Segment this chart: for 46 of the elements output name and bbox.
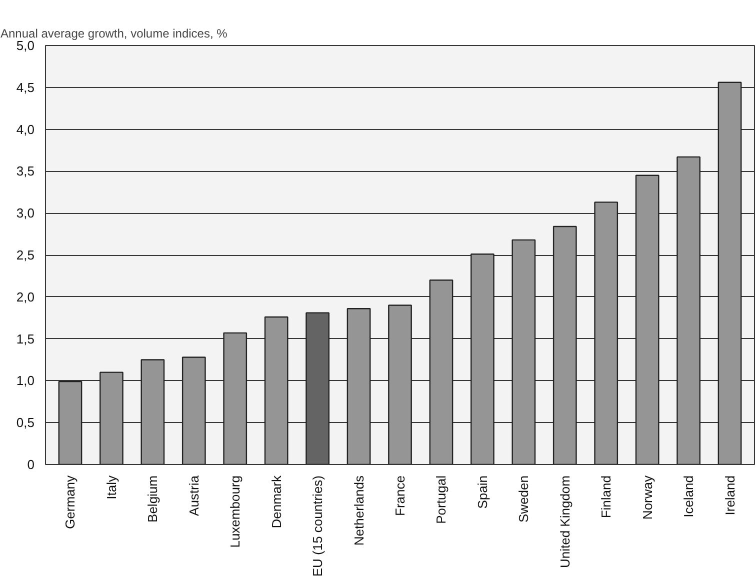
y-tick-label: 2,0 (16, 289, 35, 304)
y-tick-label: 0,5 (16, 415, 35, 430)
y-axis-title: Annual average growth, volume indices, % (0, 26, 228, 40)
bar (346, 308, 371, 464)
y-tick-label: 5,0 (16, 38, 35, 53)
bar (140, 359, 165, 464)
x-tick-label: Ireland (722, 476, 738, 516)
bar (264, 316, 288, 464)
x-tick-label: Sweden (516, 475, 532, 522)
x-tick-label: Norway (640, 475, 655, 520)
bar (223, 332, 248, 464)
bar (100, 372, 124, 464)
y-tick-label: 0 (27, 457, 35, 472)
x-tick-label: France (392, 475, 408, 516)
bar (58, 380, 82, 464)
bar (429, 280, 454, 464)
x-tick-label: EU (15 countries) (310, 475, 326, 577)
y-tick-label: 4,0 (16, 122, 35, 137)
x-tick-label: Belgium (145, 476, 160, 522)
x-tick-label: Iceland (681, 476, 696, 518)
bar (388, 304, 412, 464)
x-tick-label: Netherlands (351, 475, 366, 546)
bar (512, 239, 536, 464)
y-tick-label: 1,5 (16, 331, 35, 346)
bar (552, 226, 577, 464)
x-tick-label: United Kingdom (557, 476, 572, 568)
x-tick-label: Spain (474, 476, 490, 509)
x-tick-label: Denmark (268, 475, 284, 528)
bar (470, 254, 494, 464)
bar (306, 312, 330, 464)
y-tick-label: 1,0 (16, 373, 35, 388)
y-tick-label: 3,0 (16, 206, 35, 221)
y-tick-label: 3,5 (16, 164, 35, 179)
bar (182, 356, 206, 464)
bar (635, 174, 660, 464)
x-tick-label: Finland (598, 475, 614, 518)
x-tick-label: Luxembourg (228, 475, 243, 548)
bar (676, 156, 700, 464)
y-tick-label: 4,5 (16, 80, 35, 95)
bar (718, 82, 742, 464)
x-tick-label: Italy (104, 475, 119, 500)
x-tick-label: Germany (62, 475, 78, 529)
x-tick-label: Austria (186, 474, 202, 516)
bar (594, 202, 618, 464)
y-tick-label: 2,5 (16, 248, 35, 262)
x-tick-label: Portugal (434, 475, 449, 524)
